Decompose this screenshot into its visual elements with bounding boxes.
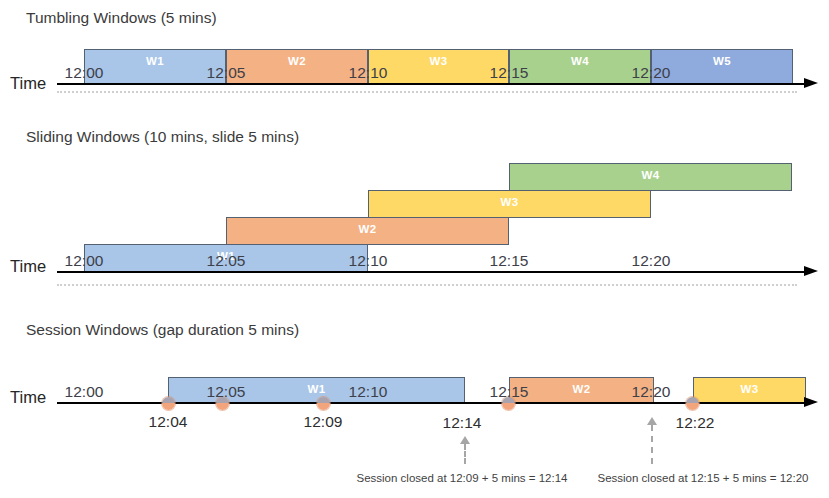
- sliding-section-title: Sliding Windows (10 mins, slide 5 mins): [26, 128, 299, 146]
- session-event-dot-5: [686, 397, 699, 410]
- sliding-time-axis-label: Time: [10, 257, 46, 276]
- sliding-window-label-w2: W2: [227, 223, 508, 235]
- session-tick-label-1220: 12:20: [618, 383, 684, 401]
- sliding-window-w4: W4: [509, 163, 792, 191]
- session-event-time-label-1214: 12:14: [429, 414, 495, 432]
- session-event-time-label-1209: 12:09: [290, 413, 356, 431]
- sliding-window-label-w4: W4: [510, 169, 791, 181]
- tumbling-dotted-guide-line: [57, 91, 797, 93]
- sliding-window-w2: W2: [226, 217, 509, 245]
- tumbling-tick-label-1210: 12:10: [335, 64, 401, 82]
- sliding-tick-label-1215: 12:15: [476, 252, 542, 270]
- session-annotation-arrow-head-icon-1: [460, 436, 470, 444]
- session-axis-arrowhead-icon: [804, 397, 818, 407]
- tumbling-section-title: Tumbling Windows (5 mins): [26, 9, 217, 27]
- tumbling-axis-arrowhead-icon: [804, 78, 818, 88]
- session-section-title: Session Windows (gap duration 5 mins): [26, 321, 299, 339]
- windowing-diagram-canvas: Tumbling Windows (5 mins) Time Sliding W…: [0, 0, 829, 498]
- sliding-axis-line: [57, 271, 806, 273]
- session-annotation-arrow-head-icon-2: [647, 417, 657, 425]
- sliding-tick-label-1210: 12:10: [335, 252, 401, 270]
- sliding-tick-label-1200: 12:00: [51, 252, 117, 270]
- tumbling-tick-label-1215: 12:15: [476, 64, 542, 82]
- sliding-axis-arrowhead-icon: [804, 266, 818, 276]
- session-event-time-label-1222: 12:22: [662, 414, 728, 432]
- tumbling-tick-label-1200: 12:00: [51, 64, 117, 82]
- session-event-time-label-1204: 12:04: [135, 413, 201, 431]
- session-tick-label-1210: 12:10: [335, 383, 401, 401]
- sliding-window-label-w3: W3: [369, 196, 650, 208]
- sliding-dotted-guide-line: [57, 284, 797, 286]
- tumbling-time-axis-label: Time: [10, 74, 46, 93]
- tumbling-tick-label-1205: 12:05: [193, 64, 259, 82]
- session-event-dot-1: [162, 397, 175, 410]
- tumbling-axis-line: [57, 83, 806, 85]
- session-time-axis-label: Time: [10, 388, 46, 407]
- session-annotation-arrow-line-2: [651, 425, 653, 464]
- session-tick-label-1200: 12:00: [51, 383, 117, 401]
- session-window-w3: W3: [693, 377, 806, 403]
- session-closed-annotation-2: Session closed at 12:15 + 5 mins = 12:20: [573, 472, 829, 484]
- sliding-tick-label-1220: 12:20: [618, 252, 684, 270]
- session-event-dot-3: [317, 397, 330, 410]
- session-tick-label-1205: 12:05: [193, 383, 259, 401]
- session-tick-label-1215: 12:15: [476, 383, 542, 401]
- tumbling-tick-label-1220: 12:20: [618, 64, 684, 82]
- sliding-tick-label-1205: 12:05: [193, 252, 259, 270]
- sliding-window-w3: W3: [368, 190, 651, 218]
- session-annotation-arrow-line-1: [464, 444, 466, 464]
- session-window-label-w3: W3: [694, 383, 805, 395]
- session-closed-annotation-1: Session closed at 12:09 + 5 mins = 12:14: [332, 472, 592, 484]
